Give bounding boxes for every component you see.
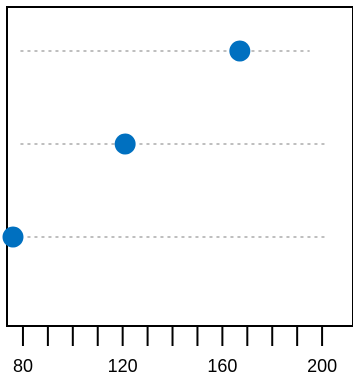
x-axis-tick-labels: 80 120 160 200 — [13, 356, 337, 376]
guide-lines — [20, 50, 328, 238]
x-tick-label: 160 — [207, 356, 237, 376]
data-points — [2, 40, 251, 248]
data-point — [114, 133, 136, 155]
x-axis-ticks — [21, 326, 324, 346]
x-tick-label: 80 — [13, 356, 33, 376]
x-tick-label: 200 — [307, 356, 337, 376]
data-point — [229, 40, 251, 62]
x-tick-label: 120 — [108, 356, 138, 376]
plot-frame — [6, 6, 353, 327]
data-point — [2, 226, 24, 248]
